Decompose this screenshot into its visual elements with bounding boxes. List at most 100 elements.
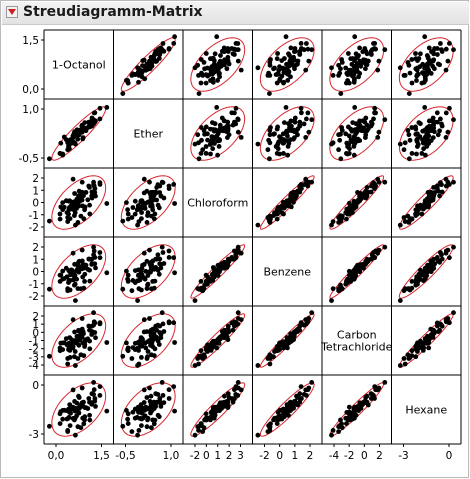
data-point bbox=[104, 201, 110, 206]
data-point bbox=[120, 353, 126, 359]
data-point bbox=[438, 116, 443, 122]
data-point bbox=[140, 415, 146, 421]
data-point bbox=[215, 78, 221, 83]
data-point bbox=[219, 261, 225, 266]
data-point bbox=[87, 122, 92, 128]
data-point bbox=[295, 58, 301, 64]
data-point bbox=[151, 421, 157, 427]
data-point bbox=[83, 128, 89, 134]
data-point bbox=[201, 352, 207, 358]
data-point bbox=[365, 189, 371, 195]
data-point bbox=[57, 216, 63, 222]
data-point bbox=[277, 151, 282, 157]
data-point bbox=[357, 45, 362, 51]
data-point bbox=[347, 409, 352, 415]
data-point bbox=[150, 402, 156, 408]
data-point bbox=[148, 54, 154, 60]
data-point bbox=[347, 205, 352, 210]
data-point bbox=[72, 199, 77, 205]
data-point bbox=[198, 151, 204, 156]
data-point bbox=[135, 363, 141, 368]
data-point bbox=[298, 384, 304, 389]
data-point bbox=[60, 152, 66, 158]
data-point bbox=[79, 179, 85, 185]
data-point bbox=[443, 67, 449, 73]
data-point bbox=[149, 425, 154, 431]
data-point bbox=[230, 327, 236, 333]
data-point bbox=[74, 276, 79, 282]
data-point bbox=[130, 71, 136, 77]
data-point bbox=[129, 215, 135, 220]
data-point bbox=[304, 116, 309, 122]
data-point bbox=[210, 146, 216, 152]
data-point bbox=[423, 78, 428, 83]
data-point bbox=[58, 140, 64, 146]
data-point bbox=[208, 126, 213, 132]
data-point bbox=[283, 34, 289, 40]
data-point bbox=[225, 391, 231, 397]
density-ellipse bbox=[259, 313, 315, 368]
data-point bbox=[216, 72, 222, 77]
data-point bbox=[235, 316, 241, 321]
data-point bbox=[155, 392, 161, 397]
data-point bbox=[87, 202, 92, 208]
data-point bbox=[295, 126, 301, 132]
data-point bbox=[426, 267, 432, 273]
data-point bbox=[130, 345, 136, 350]
data-point bbox=[125, 347, 130, 352]
data-point bbox=[141, 317, 147, 323]
data-point bbox=[401, 288, 407, 294]
data-point bbox=[295, 189, 301, 195]
data-point bbox=[282, 342, 287, 347]
data-point bbox=[135, 222, 141, 228]
x-tick-label: 0 bbox=[446, 450, 453, 462]
data-point bbox=[426, 345, 432, 351]
data-point bbox=[124, 268, 129, 274]
data-point bbox=[409, 151, 415, 156]
data-point bbox=[97, 182, 103, 187]
data-point bbox=[275, 409, 281, 415]
data-point bbox=[81, 421, 87, 427]
data-point bbox=[208, 140, 214, 146]
data-point bbox=[135, 404, 141, 410]
data-point bbox=[428, 189, 434, 195]
data-point bbox=[79, 126, 85, 132]
diagonal-variable-label: Ether bbox=[133, 128, 163, 141]
data-point bbox=[338, 91, 344, 96]
data-point bbox=[149, 408, 155, 413]
data-point bbox=[136, 65, 141, 71]
data-point bbox=[161, 48, 167, 54]
data-point bbox=[104, 270, 110, 276]
data-point bbox=[87, 417, 93, 423]
data-point bbox=[430, 115, 436, 121]
data-point bbox=[75, 356, 81, 361]
data-point bbox=[443, 46, 449, 52]
data-point bbox=[47, 353, 52, 359]
data-point bbox=[79, 316, 85, 321]
data-point bbox=[352, 63, 358, 69]
data-point bbox=[275, 140, 281, 146]
data-point bbox=[93, 265, 98, 271]
data-point bbox=[145, 349, 151, 354]
data-point bbox=[125, 416, 130, 422]
disclosure-triangle-icon[interactable] bbox=[6, 6, 18, 18]
data-point bbox=[421, 205, 426, 210]
data-point bbox=[129, 356, 135, 361]
data-point bbox=[135, 432, 141, 438]
data-point bbox=[413, 51, 418, 56]
data-point bbox=[210, 56, 215, 61]
data-point bbox=[397, 141, 403, 147]
report-title: Streudiagramm-Matrix bbox=[23, 4, 203, 20]
data-point bbox=[352, 202, 358, 208]
data-point bbox=[79, 402, 85, 408]
data-point bbox=[329, 65, 334, 71]
data-point bbox=[413, 126, 419, 132]
data-point bbox=[439, 322, 444, 328]
data-point bbox=[337, 137, 343, 143]
data-point bbox=[330, 73, 336, 78]
data-point bbox=[47, 218, 52, 224]
data-point bbox=[235, 129, 241, 135]
data-point bbox=[280, 140, 286, 146]
data-point bbox=[343, 210, 349, 216]
data-point bbox=[397, 65, 403, 71]
